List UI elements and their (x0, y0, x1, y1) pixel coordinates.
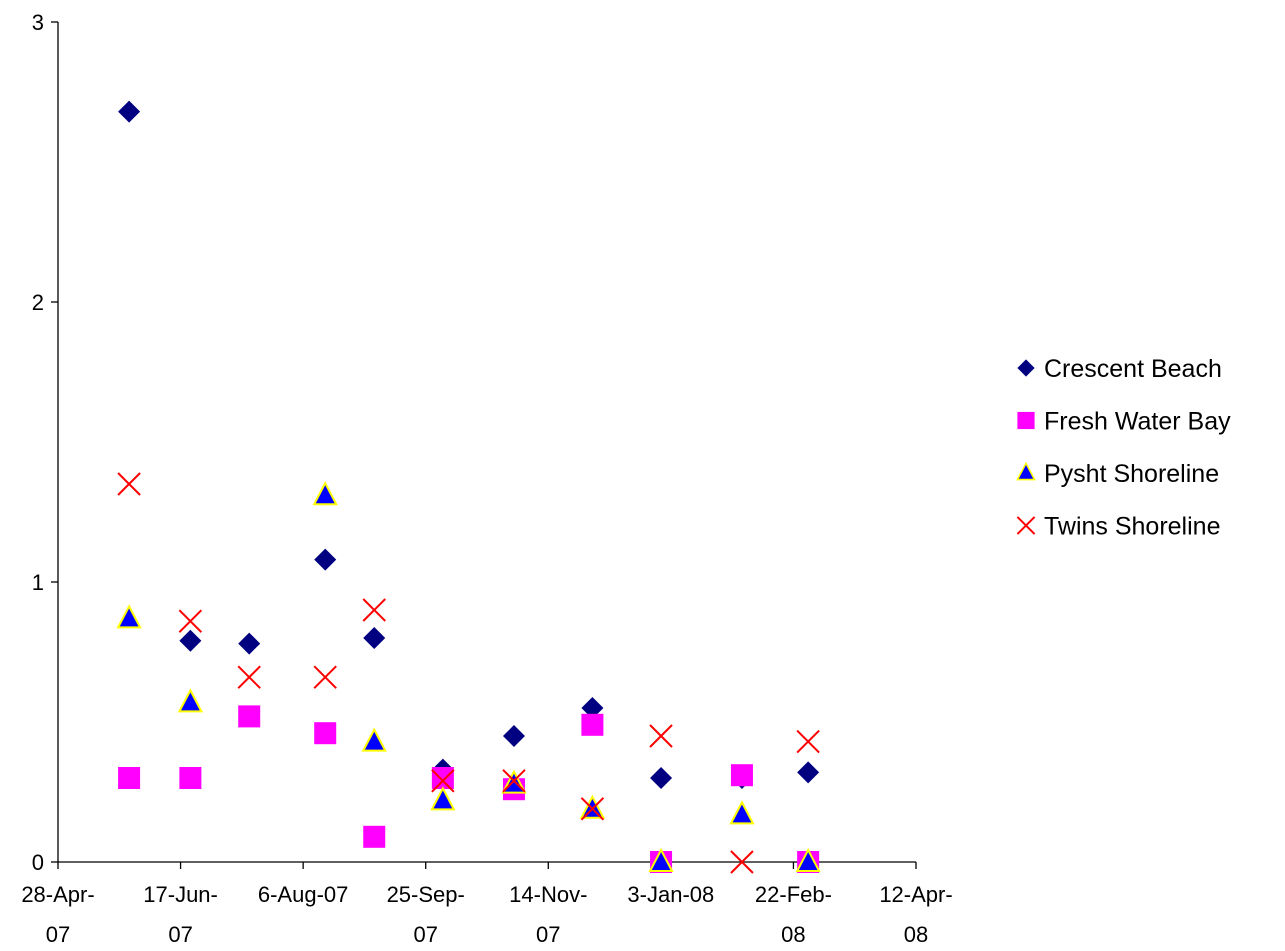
series-crescent-beach (118, 100, 820, 789)
data-point-twins-shoreline (178, 609, 203, 633)
data-point-pysht-shoreline (361, 727, 387, 752)
x-tick-label-line2: 08 (904, 922, 928, 947)
x-stroke (362, 598, 386, 622)
data-point-twins-shoreline (237, 665, 261, 689)
data-point-pysht-shoreline (177, 688, 204, 713)
x-stroke (649, 724, 673, 748)
x-tick-label: 12-Apr- (879, 882, 952, 907)
data-point-pysht-shoreline (116, 604, 142, 629)
x-tick-label: 25-Sep- (387, 882, 465, 907)
data-point-fresh-water-bay (730, 764, 753, 787)
x-tick-label-line2: 07 (168, 922, 192, 947)
x-tick-label: 14-Nov- (509, 882, 587, 907)
legend-label-crescent-beach: Crescent Beach (1044, 355, 1222, 383)
data-point-twins-shoreline (431, 769, 455, 793)
x-stroke (580, 797, 605, 821)
data-point-twins-shoreline (580, 797, 605, 821)
data-point-crescent-beach (650, 767, 673, 789)
legend-marker-pysht-shoreline (1016, 461, 1036, 481)
data-point-crescent-beach (363, 627, 386, 649)
data-point-pysht-shoreline (729, 800, 755, 825)
legend-entry-pysht-shoreline: Pysht Shoreline (1016, 460, 1219, 488)
x-stroke (237, 665, 261, 689)
y-tick-label: 1 (32, 570, 44, 595)
data-point-crescent-beach (797, 761, 820, 784)
legend-entry-fresh-water-bay: Fresh Water Bay (1017, 408, 1231, 436)
data-point-fresh-water-bay (179, 767, 202, 789)
legend-label-fresh-water-bay: Fresh Water Bay (1044, 408, 1231, 436)
data-point-pysht-shoreline (430, 786, 456, 811)
data-point-crescent-beach (118, 100, 141, 123)
x-stroke (1016, 516, 1036, 535)
data-point-crescent-beach (502, 725, 525, 747)
x-stroke (730, 850, 754, 874)
data-point-crescent-beach (238, 632, 261, 655)
data-point-pysht-shoreline (795, 847, 821, 872)
data-point-pysht-shoreline (579, 794, 606, 819)
data-point-twins-shoreline (649, 724, 673, 748)
legend-label-twins-shoreline: Twins Shoreline (1044, 513, 1220, 541)
legend-label-pysht-shoreline: Pysht Shoreline (1044, 460, 1219, 488)
data-point-fresh-water-bay (363, 825, 386, 848)
y-tick-label: 0 (32, 850, 44, 875)
x-tick-label: 17-Jun- (143, 882, 218, 907)
x-tick-label: 22-Feb- (755, 882, 832, 907)
legend: Crescent Beach Fresh Water Bay Pysht Shore… (1016, 355, 1231, 541)
series-fresh-water-bay (118, 705, 820, 873)
data-point-fresh-water-bay (581, 713, 604, 736)
data-point-crescent-beach (314, 548, 337, 571)
x-tick-label-line2: 07 (46, 922, 70, 947)
data-point-pysht-shoreline (312, 481, 338, 506)
legend-entry-crescent-beach: Crescent Beach (1017, 355, 1222, 383)
data-point-fresh-water-bay (431, 767, 454, 789)
data-point-twins-shoreline (362, 598, 386, 622)
data-point-twins-shoreline (796, 729, 820, 754)
data-point-crescent-beach (179, 629, 202, 652)
y-tick-label: 2 (32, 290, 44, 315)
data-point-crescent-beach (581, 697, 604, 719)
data-point-fresh-water-bay (314, 722, 337, 745)
x-stroke (313, 665, 337, 689)
series-twins-shoreline (117, 472, 820, 874)
data-point-fresh-water-bay (118, 767, 141, 789)
legend-marker-twins-shoreline (1016, 516, 1036, 535)
data-point-twins-shoreline (117, 472, 141, 496)
x-stroke (117, 472, 141, 496)
data-point-twins-shoreline (730, 850, 754, 874)
x-stroke (502, 769, 526, 793)
data-point-twins-shoreline (313, 665, 337, 689)
x-tick-label: 28-Apr- (21, 882, 94, 907)
x-tick-label-line2: 08 (781, 922, 805, 947)
series-pysht-shoreline (116, 481, 821, 872)
legend-marker-fresh-water-bay (1017, 411, 1035, 430)
data-point-twins-shoreline (502, 769, 526, 793)
x-tick-label: 6-Aug-07 (258, 882, 349, 907)
legend-marker-crescent-beach (1017, 359, 1035, 377)
legend-entry-twins-shoreline: Twins Shoreline (1016, 513, 1220, 541)
axes: 0 1 2 3 28-Apr- 07 17-Jun- 07 6-Aug-07 25-Sep- 07 1… (21, 10, 952, 947)
data-marks (116, 100, 821, 874)
x-tick-label-line2: 07 (413, 922, 437, 947)
x-tick-label: 3-Jan-08 (627, 882, 714, 907)
x-stroke (431, 769, 455, 793)
y-tick-label: 3 (32, 10, 44, 35)
data-point-pysht-shoreline (648, 847, 674, 872)
x-tick-label-line2: 07 (536, 922, 560, 947)
x-stroke (796, 729, 820, 754)
data-point-fresh-water-bay (238, 705, 261, 728)
x-stroke (178, 609, 203, 633)
